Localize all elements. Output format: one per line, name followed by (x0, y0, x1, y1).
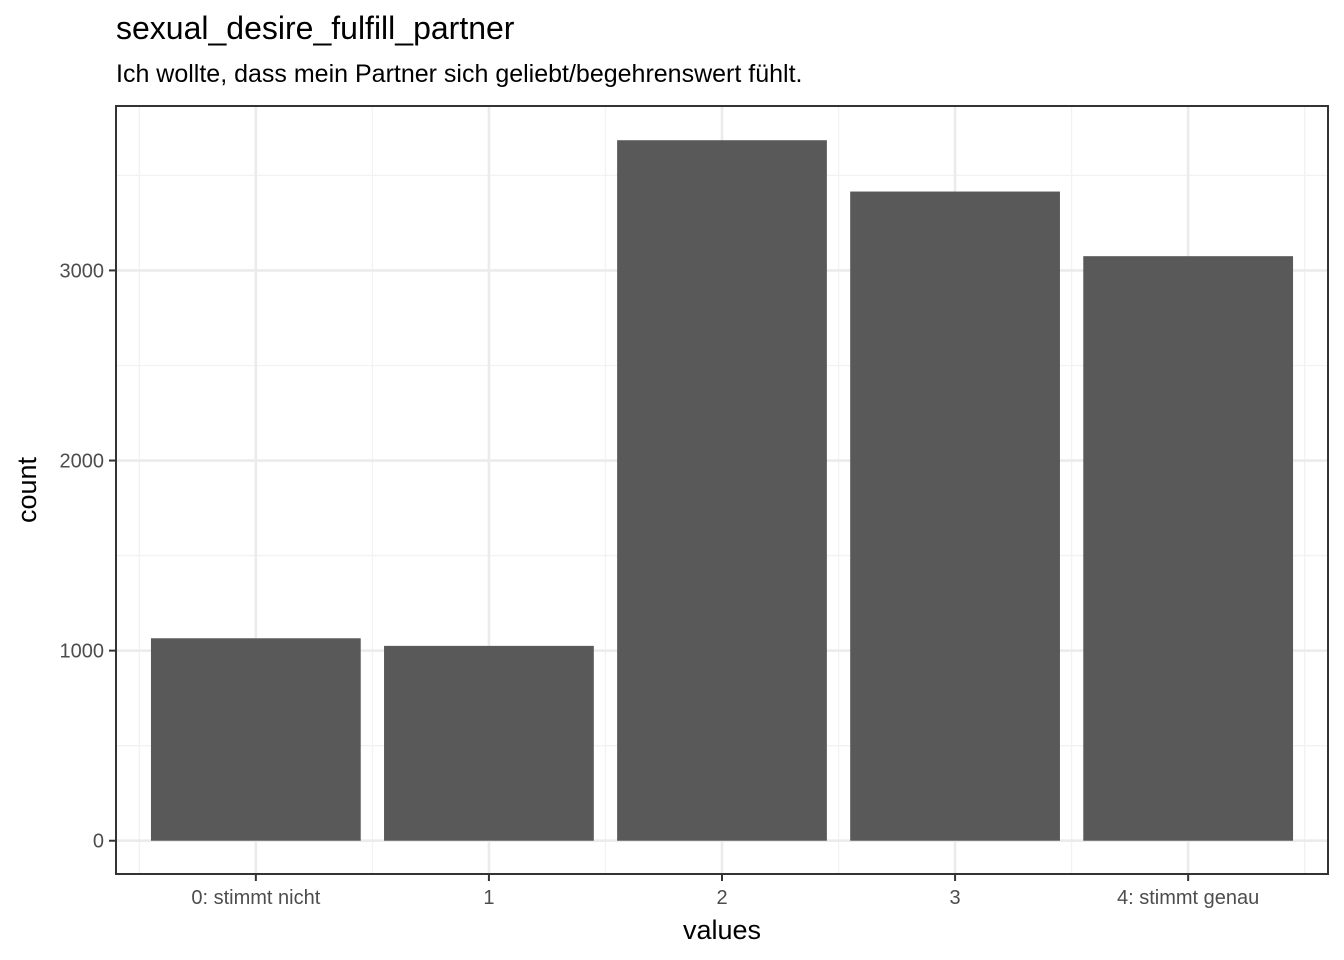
chart-subtitle: Ich wollte, dass mein Partner sich gelie… (116, 60, 803, 88)
x-tick-label: 4: stimmt genau (1117, 887, 1259, 909)
x-tick-label: 3 (950, 887, 961, 909)
x-axis-title: values (683, 915, 761, 945)
x-tick-label: 0: stimmt nicht (191, 887, 320, 909)
y-tick-label: 1000 (60, 641, 105, 663)
x-tick-label: 2 (716, 887, 727, 909)
bar (617, 140, 827, 841)
bar (850, 191, 1060, 841)
y-tick-label: 0 (93, 831, 104, 853)
x-tick-label: 1 (483, 887, 494, 909)
y-axis-title: count (12, 456, 42, 523)
y-tick-label: 3000 (60, 260, 105, 282)
chart-title: sexual_desire_fulfill_partner (116, 10, 515, 46)
bar (384, 645, 594, 841)
y-tick-label: 2000 (60, 451, 105, 473)
bar (1083, 256, 1294, 841)
bar (150, 638, 361, 841)
